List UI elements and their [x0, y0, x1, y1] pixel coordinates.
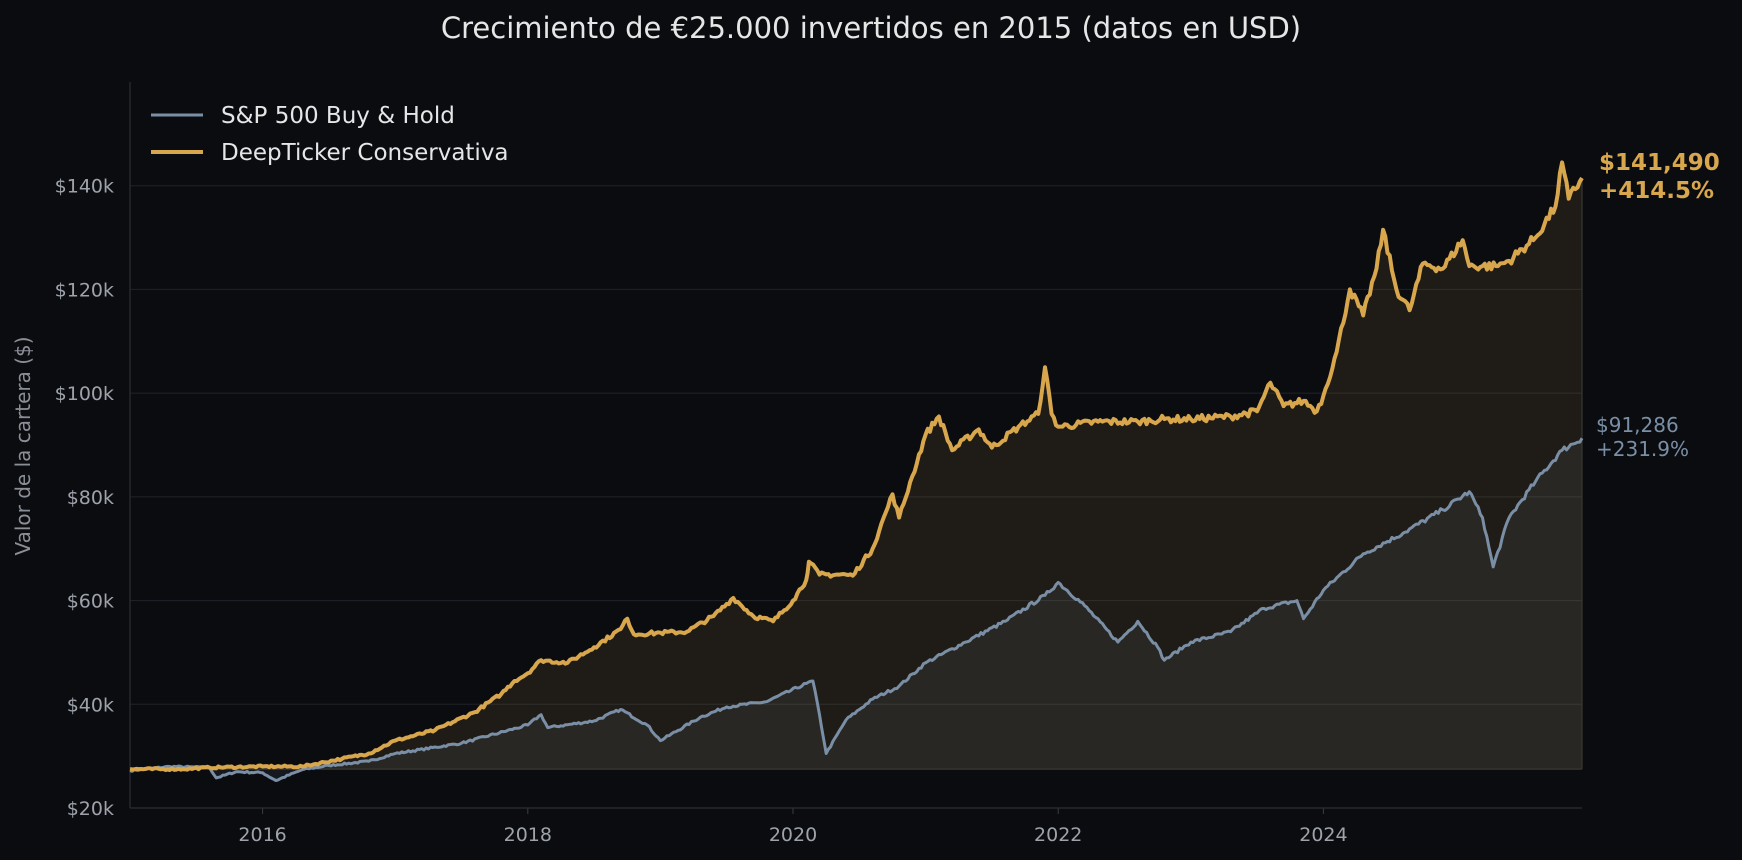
y-axis-label: Valor de la cartera ($): [11, 336, 35, 555]
y-tick-label: $140k: [55, 176, 114, 198]
y-tick-label: $80k: [67, 487, 114, 509]
chart-title: Crecimiento de €25.000 invertidos en 201…: [441, 11, 1301, 45]
legend-label: S&P 500 Buy & Hold: [221, 103, 455, 129]
annotation-value: $141,490: [1599, 150, 1720, 176]
x-tick-label: 2016: [238, 824, 286, 846]
x-tick-label: 2020: [769, 824, 817, 846]
legend: S&P 500 Buy & Hold DeepTicker Conservativ…: [151, 103, 509, 166]
x-tick-label: 2022: [1034, 824, 1082, 846]
end-annotations: $141,490+414.5% $91,286+231.9%: [1596, 150, 1720, 461]
area-fills: [130, 162, 1582, 781]
legend-label: DeepTicker Conservativa: [221, 140, 509, 166]
area-fill-deepticker: [130, 162, 1582, 770]
y-tick-label: $20k: [67, 798, 114, 820]
series-line-deepticker: [129, 160, 1584, 772]
x-tick-labels: 2016 2018 2020 2022 2024: [238, 824, 1347, 846]
area-fill-sp500: [130, 438, 1582, 781]
series-lines: [129, 160, 1584, 782]
y-tick-label: $120k: [55, 279, 114, 301]
axes: [129, 82, 1583, 814]
y-tick-labels: $20k $40k $60k $80k $100k $120k $140k: [55, 176, 114, 820]
series-line-sp500: [129, 437, 1584, 782]
annotation-value: $91,286: [1596, 413, 1679, 437]
y-tick-label: $40k: [67, 694, 114, 716]
x-tick-label: 2018: [504, 824, 552, 846]
x-tick-label: 2024: [1299, 824, 1347, 846]
annotation-pct: +414.5%: [1599, 178, 1714, 204]
y-tick-label: $100k: [55, 383, 114, 405]
y-tick-label: $60k: [67, 591, 114, 613]
annotation-pct: +231.9%: [1596, 437, 1689, 461]
